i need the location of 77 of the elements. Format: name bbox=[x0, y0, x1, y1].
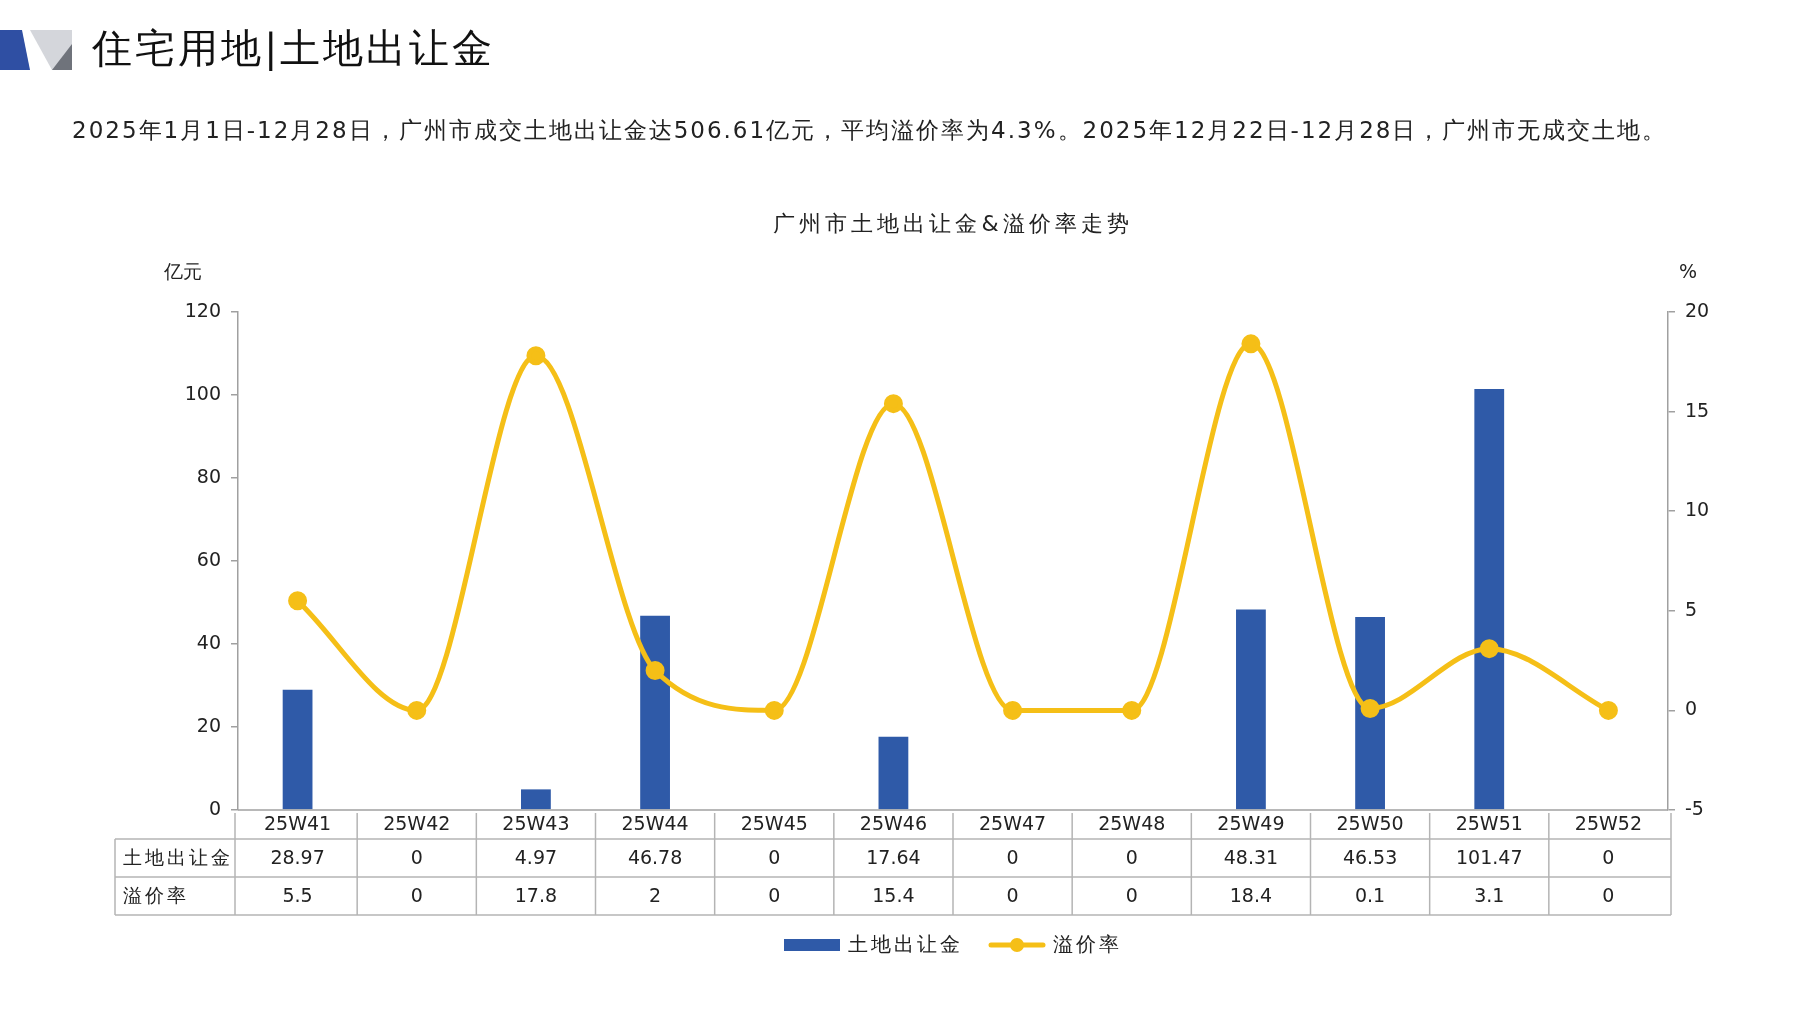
x-tick-label: 25W46 bbox=[859, 812, 927, 835]
data-label: 0 bbox=[410, 883, 423, 906]
x-tick-label: 25W45 bbox=[740, 812, 808, 835]
chart-title: 广州市土地出让金&溢价率走势 bbox=[773, 210, 1133, 236]
x-tick-label: 25W50 bbox=[1336, 812, 1404, 835]
x-tick-label: 25W43 bbox=[502, 812, 570, 835]
point bbox=[407, 700, 427, 720]
y2-tick-label: 5 bbox=[1685, 597, 1698, 620]
text: 土地出让金 bbox=[123, 845, 233, 868]
data-label: 28.97 bbox=[270, 845, 325, 868]
data-label: 101.47 bbox=[1456, 845, 1523, 868]
data-label: 0 bbox=[1602, 845, 1615, 868]
data-label: 46.78 bbox=[627, 845, 683, 868]
x-tick-label: 25W44 bbox=[621, 812, 689, 835]
legend-label: 土地出让金 bbox=[848, 932, 963, 957]
data-label: 3.1 bbox=[1474, 883, 1505, 906]
data-label: 0.1 bbox=[1354, 883, 1386, 906]
y2-tick-label: 0 bbox=[1685, 697, 1698, 720]
y2-axis-title: % bbox=[1678, 259, 1698, 282]
y-tick-label: 120 bbox=[184, 298, 221, 321]
y2-tick-label: 20 bbox=[1685, 298, 1710, 321]
data-label: 0 bbox=[1125, 845, 1138, 868]
x-tick-label: 25W47 bbox=[979, 812, 1047, 835]
point bbox=[1479, 639, 1499, 659]
data-label: 0 bbox=[768, 883, 781, 906]
point bbox=[1241, 334, 1261, 354]
point bbox=[883, 394, 903, 414]
bar bbox=[878, 736, 909, 810]
data-label: 0 bbox=[1006, 883, 1019, 906]
bar bbox=[1474, 388, 1505, 810]
bar bbox=[640, 615, 670, 810]
y-axis-title: 亿元 bbox=[163, 259, 202, 282]
data-label: 0 bbox=[410, 845, 423, 868]
y-tick-label: 80 bbox=[196, 464, 221, 487]
y2-tick-label: 10 bbox=[1685, 498, 1710, 521]
x-tick-label: 25W42 bbox=[383, 812, 451, 835]
bar bbox=[1355, 616, 1385, 810]
data-label: 0 bbox=[1006, 845, 1019, 868]
data-label: 0 bbox=[1602, 883, 1615, 906]
point bbox=[1360, 698, 1380, 718]
data-label: 17.64 bbox=[866, 845, 921, 868]
y-tick-label: 100 bbox=[184, 381, 221, 404]
point bbox=[1122, 700, 1142, 720]
text: 溢价率 bbox=[123, 883, 189, 906]
data-label: 18.4 bbox=[1229, 883, 1273, 906]
bar bbox=[282, 689, 313, 810]
x-tick-label: 25W49 bbox=[1217, 812, 1285, 835]
point bbox=[1003, 700, 1023, 720]
y-tick-label: 20 bbox=[196, 713, 221, 736]
bar bbox=[521, 789, 551, 810]
data-label: 5.5 bbox=[282, 883, 313, 906]
x-tick-label: 25W48 bbox=[1098, 812, 1166, 835]
legend-label: 溢价率 bbox=[1053, 932, 1122, 957]
text: 2025年1月1日-12月28日，广州市成交土地出让金达506.61亿元，平均溢价率为4.3%。2025年12月22日-12月28日，广州市无成交土地。 bbox=[72, 116, 1668, 145]
point bbox=[1598, 700, 1618, 720]
point bbox=[526, 346, 546, 366]
data-label: 4.97 bbox=[514, 845, 558, 868]
data-label: 46.53 bbox=[1342, 845, 1398, 868]
y2-tick-label: 15 bbox=[1685, 398, 1710, 421]
data-label: 15.4 bbox=[872, 883, 915, 906]
point bbox=[288, 591, 308, 611]
text: 住宅用地|土地出让金 bbox=[92, 24, 496, 73]
y-tick-label: 60 bbox=[196, 547, 221, 570]
x-tick-label: 25W52 bbox=[1574, 812, 1642, 835]
point bbox=[764, 700, 784, 720]
point bbox=[645, 661, 665, 681]
data-label: 0 bbox=[768, 845, 781, 868]
data-label: 0 bbox=[1125, 883, 1138, 906]
x-tick-label: 25W51 bbox=[1455, 812, 1523, 835]
data-label: 48.31 bbox=[1223, 845, 1279, 868]
bar bbox=[1236, 609, 1266, 810]
y-tick-label: 0 bbox=[208, 796, 221, 819]
x-tick-label: 25W41 bbox=[264, 812, 332, 835]
y2-tick-label: -5 bbox=[1685, 796, 1704, 819]
data-label: 17.8 bbox=[514, 883, 558, 906]
data-label: 2 bbox=[649, 883, 662, 906]
y-tick-label: 40 bbox=[196, 630, 221, 653]
